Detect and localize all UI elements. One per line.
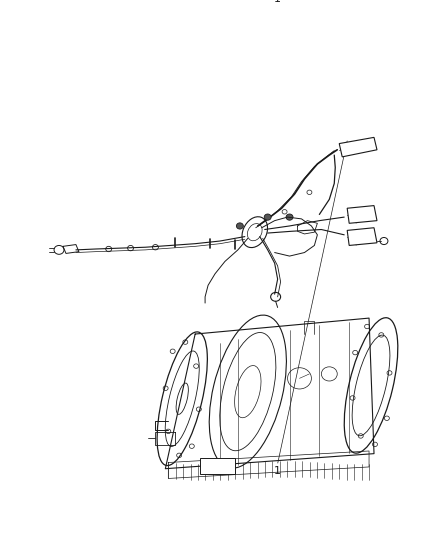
Text: 1: 1 (274, 466, 281, 477)
Polygon shape (347, 206, 377, 223)
Ellipse shape (286, 214, 293, 220)
Polygon shape (339, 138, 377, 157)
Polygon shape (347, 228, 377, 246)
Text: 1: 1 (274, 0, 281, 4)
Ellipse shape (264, 214, 271, 220)
FancyBboxPatch shape (200, 458, 235, 474)
Ellipse shape (237, 223, 244, 229)
